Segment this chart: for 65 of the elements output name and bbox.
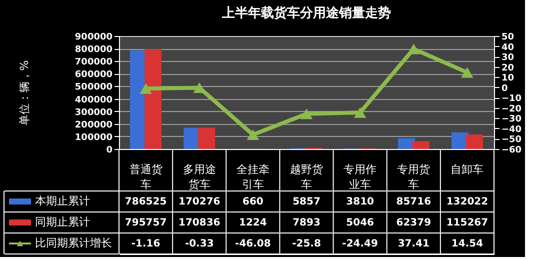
- chart-title: 上半年载货车分用途销量走势: [221, 5, 391, 21]
- data-label: 5857: [292, 196, 320, 208]
- bar: [198, 128, 216, 149]
- data-label: 85716: [396, 196, 432, 208]
- y-tick-label: 500000: [74, 82, 112, 93]
- bar: [466, 134, 483, 149]
- bar: [144, 49, 162, 149]
- y-tick-label: 800000: [74, 45, 112, 56]
- y2-tick-label: −40: [502, 124, 522, 135]
- point: [461, 67, 474, 78]
- y2-tick-label: −20: [502, 104, 522, 114]
- legend-label: 比同期累计增长: [35, 236, 112, 250]
- y-tick-label: 900000: [74, 32, 112, 42]
- y-tick-label: 400000: [74, 95, 112, 106]
- y2-tick-label: −10: [502, 94, 522, 104]
- y2-tick-label: −60: [502, 146, 522, 156]
- x-tick-label: 专用货车: [397, 163, 430, 191]
- bar: [412, 141, 430, 149]
- data-label: -0.33: [184, 238, 214, 250]
- y-tick-label: 600000: [74, 70, 112, 80]
- data-label: 115267: [446, 218, 488, 228]
- data-label: 14.54: [451, 238, 484, 250]
- legend-label: 同期止累计: [35, 216, 90, 228]
- data-label: 62379: [396, 218, 432, 228]
- data-label: 3810: [346, 196, 374, 208]
- y2-tick-label: 40: [502, 42, 514, 53]
- y2-tick-label: 20: [502, 63, 514, 74]
- x-tick-label: 全挂牵引车: [236, 163, 270, 191]
- y2-tick-label: −50: [502, 135, 522, 146]
- y2-tick-label: 10: [502, 74, 514, 84]
- y-tick-label: 100000: [74, 132, 112, 143]
- y-axis-title: 单位：辆，%: [18, 60, 31, 126]
- x-tick-label: 普通货车: [129, 163, 162, 191]
- data-label: 170836: [178, 218, 220, 228]
- y2-tick-label: 30: [502, 53, 514, 64]
- x-tick-label: 自卸车: [450, 163, 484, 176]
- y-tick-label: 300000: [74, 108, 112, 118]
- legend-label: 本期止累计: [35, 194, 90, 208]
- x-tick-label: 越野货车: [290, 163, 323, 191]
- point: [140, 83, 152, 94]
- point: [300, 108, 313, 120]
- point: [246, 129, 260, 140]
- data-label: -46.08: [235, 238, 271, 250]
- data-label: 37.41: [398, 238, 430, 250]
- data-label: 1224: [239, 218, 267, 228]
- y-tick-label: 200000: [74, 120, 112, 130]
- data-label: 7893: [292, 218, 320, 228]
- y-tick-label: 0: [106, 146, 112, 156]
- data-label: 795757: [124, 218, 167, 228]
- point: [408, 44, 420, 54]
- x-tick-label: 多用途货车: [182, 163, 216, 191]
- data-label: 660: [242, 196, 264, 208]
- data-label: 5046: [346, 218, 374, 228]
- data-label: -1.16: [131, 238, 160, 250]
- data-label: 132022: [446, 196, 488, 208]
- point: [354, 107, 366, 118]
- y2-tick-label: 0: [502, 84, 508, 94]
- data-label: 170276: [178, 196, 220, 208]
- data-label: -24.49: [342, 238, 378, 250]
- data-label: -25.8: [292, 238, 321, 250]
- data-label: 786525: [124, 196, 167, 208]
- y2-tick-label: −30: [502, 114, 522, 125]
- y-tick-label: 700000: [74, 58, 112, 68]
- x-tick-label: 专用作业车: [344, 163, 377, 191]
- y2-tick-label: 50: [502, 32, 514, 42]
